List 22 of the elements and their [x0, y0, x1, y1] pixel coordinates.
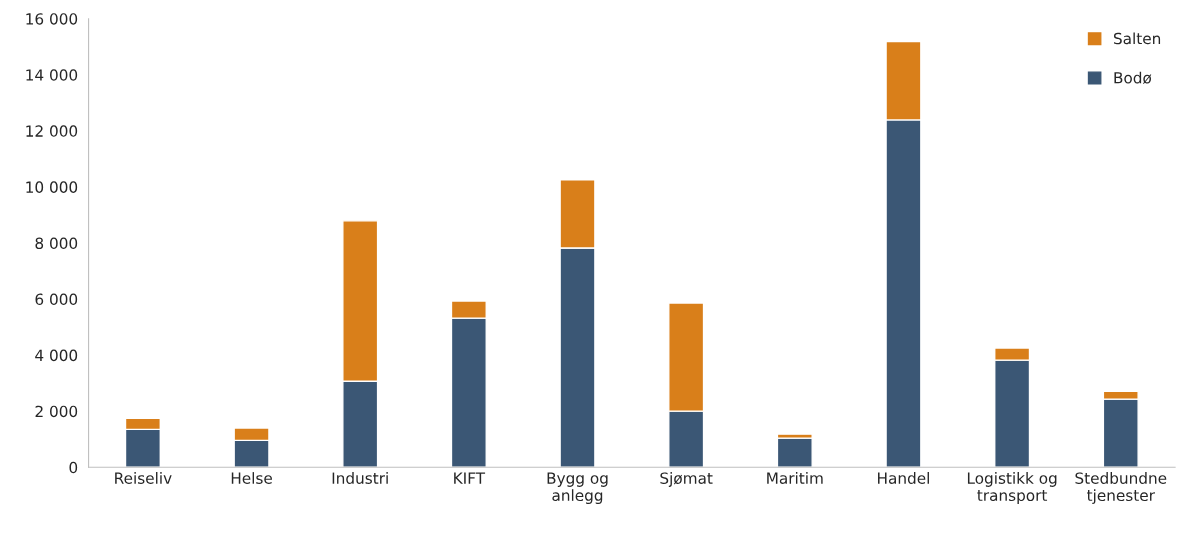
- x-tick-label: Helse: [231, 472, 272, 484]
- y-tick-label: 12 000: [26, 125, 78, 137]
- x-tick-label: Sjømat: [660, 472, 713, 487]
- y-tick-label: 14 000: [26, 69, 78, 81]
- y-tick-label: 6 000: [35, 293, 78, 306]
- x-tick-label: KIFT: [454, 472, 486, 484]
- x-tick-label: Maritim: [767, 472, 823, 484]
- y-tick-label: 8 000: [35, 237, 78, 249]
- x-tick-label: Industri: [332, 472, 388, 484]
- y-tick-label: 16 000: [26, 13, 78, 25]
- y-tick-label: 4 000: [35, 349, 78, 362]
- legend-label: Salten: [1113, 32, 1161, 45]
- x-tick-label: Bygg og anlegg: [547, 472, 608, 504]
- x-tick-label: Stedbundne tjenester: [1075, 472, 1167, 504]
- y-tick-label: 10 000: [26, 181, 78, 193]
- x-tick-label: Reiseliv: [115, 472, 172, 484]
- legend-label: Bodø: [1114, 71, 1152, 84]
- y-tick-label: 2 000: [35, 405, 78, 418]
- x-tick-label: Logistikk og transport: [967, 472, 1057, 504]
- bar: [776, 437, 813, 468]
- y-tick-label: 0: [69, 461, 78, 474]
- x-tick-label: Handel: [878, 472, 929, 484]
